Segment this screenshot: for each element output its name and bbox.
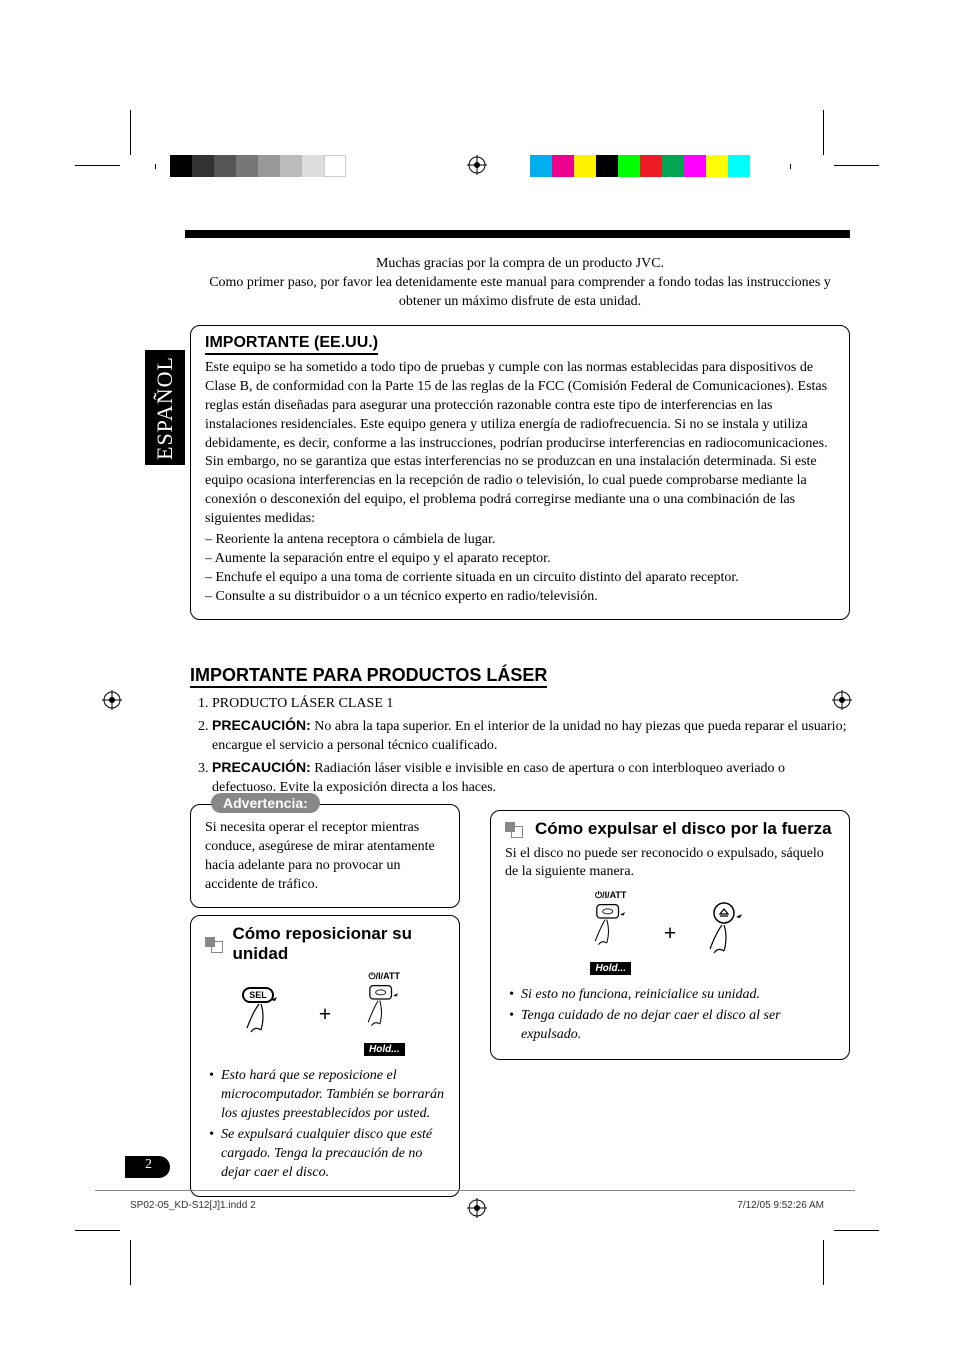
hold-label: Hold... xyxy=(590,962,631,975)
plus-icon: + xyxy=(319,1001,332,1027)
finger-press-eject-icon xyxy=(694,901,764,961)
expulsar-diagram: ⏻/I/ATT Hold... + xyxy=(505,890,835,976)
expulsar-notes: Si esto no funciona, reinicialice su uni… xyxy=(505,986,835,1045)
finger-press-icon: SEL xyxy=(231,982,301,1042)
header-bar xyxy=(185,230,850,238)
reposicionar-box: Cómo reposicionar su unidad SEL + ⏻/I/AT… xyxy=(190,915,460,1197)
laser-item-2: PRECAUCIÓN: No abra la tapa superior. En… xyxy=(212,716,850,756)
sel-button-label: SEL xyxy=(249,990,267,1000)
note-item: Si esto no funciona, reinicialice su uni… xyxy=(509,986,835,1005)
advertencia-body: Si necesita operar el receptor mientras … xyxy=(205,819,445,895)
advertencia-box: Advertencia: Si necesita operar el recep… xyxy=(190,804,460,908)
print-marks-bottom xyxy=(0,1195,954,1255)
intro-line1: Muchas gracias por la compra de un produ… xyxy=(195,255,845,274)
note-item: Se expulsará cualquier disco que esté ca… xyxy=(209,1126,445,1183)
expulsar-box: Cómo expulsar el disco por la fuerza Si … xyxy=(490,810,850,1060)
importante-bullet: – Reoriente la antena receptora o cámbie… xyxy=(205,531,835,550)
laser-item-3: PRECAUCIÓN: Radiación láser visible e in… xyxy=(212,758,850,798)
importante-body: Este equipo se ha sometido a todo tipo d… xyxy=(205,355,835,607)
note-item: Esto hará que se reposicione el microcom… xyxy=(209,1067,445,1124)
registration-mark-icon xyxy=(102,690,122,710)
laser-title: IMPORTANTE PARA PRODUCTOS LÁSER xyxy=(190,665,547,688)
intro-line2: Como primer paso, por favor lea detenida… xyxy=(195,274,845,312)
color-bars-right xyxy=(530,155,750,177)
finger-press-icon xyxy=(349,984,419,1034)
importante-bullet: – Consulte a su distribuidor o a un técn… xyxy=(205,588,835,607)
att-button-label: ⏻/I/ATT xyxy=(349,971,419,982)
section-icon xyxy=(205,937,224,951)
registration-mark-icon xyxy=(467,155,487,175)
intro-text: Muchas gracias por la compra de un produ… xyxy=(195,255,845,312)
color-bars-left xyxy=(170,155,346,177)
att-button-label: ⏻/I/ATT xyxy=(576,890,646,901)
page-number: 2 xyxy=(145,1157,152,1173)
plus-icon: + xyxy=(664,920,677,946)
laser-section: IMPORTANTE PARA PRODUCTOS LÁSER PRODUCTO… xyxy=(190,665,850,800)
reposicionar-diagram: SEL + ⏻/I/ATT Hold... xyxy=(205,971,445,1057)
note-item: Tenga cuidado de no dejar caer el disco … xyxy=(509,1007,835,1045)
language-tab: ESPAÑOL xyxy=(145,350,185,465)
importante-bullet: – Enchufe el equipo a una toma de corrie… xyxy=(205,569,835,588)
section-icon xyxy=(505,822,527,836)
importante-bullet: – Aumente la separación entre el equipo … xyxy=(205,550,835,569)
expulsar-title: Cómo expulsar el disco por la fuerza xyxy=(535,819,832,839)
laser-item-1: PRODUCTO LÁSER CLASE 1 xyxy=(212,694,850,714)
importante-title: IMPORTANTE (EE.UU.) xyxy=(205,334,378,355)
footer-line xyxy=(95,1190,855,1191)
importante-box: IMPORTANTE (EE.UU.) Este equipo se ha so… xyxy=(190,325,850,620)
expulsar-intro: Si el disco no puede ser reconocido o ex… xyxy=(505,845,835,883)
precaucion-label: PRECAUCIÓN: xyxy=(212,717,311,733)
advertencia-badge: Advertencia: xyxy=(211,793,320,813)
language-label: ESPAÑOL xyxy=(152,356,178,460)
reposicionar-notes: Esto hará que se reposicione el microcom… xyxy=(205,1067,445,1182)
finger-press-icon xyxy=(576,903,646,953)
precaucion-label: PRECAUCIÓN: xyxy=(212,759,311,775)
reposicionar-title: Cómo reposicionar su unidad xyxy=(232,924,445,963)
print-marks-top xyxy=(0,155,954,179)
importante-para: Este equipo se ha sometido a todo tipo d… xyxy=(205,360,828,526)
hold-label: Hold... xyxy=(364,1043,405,1056)
